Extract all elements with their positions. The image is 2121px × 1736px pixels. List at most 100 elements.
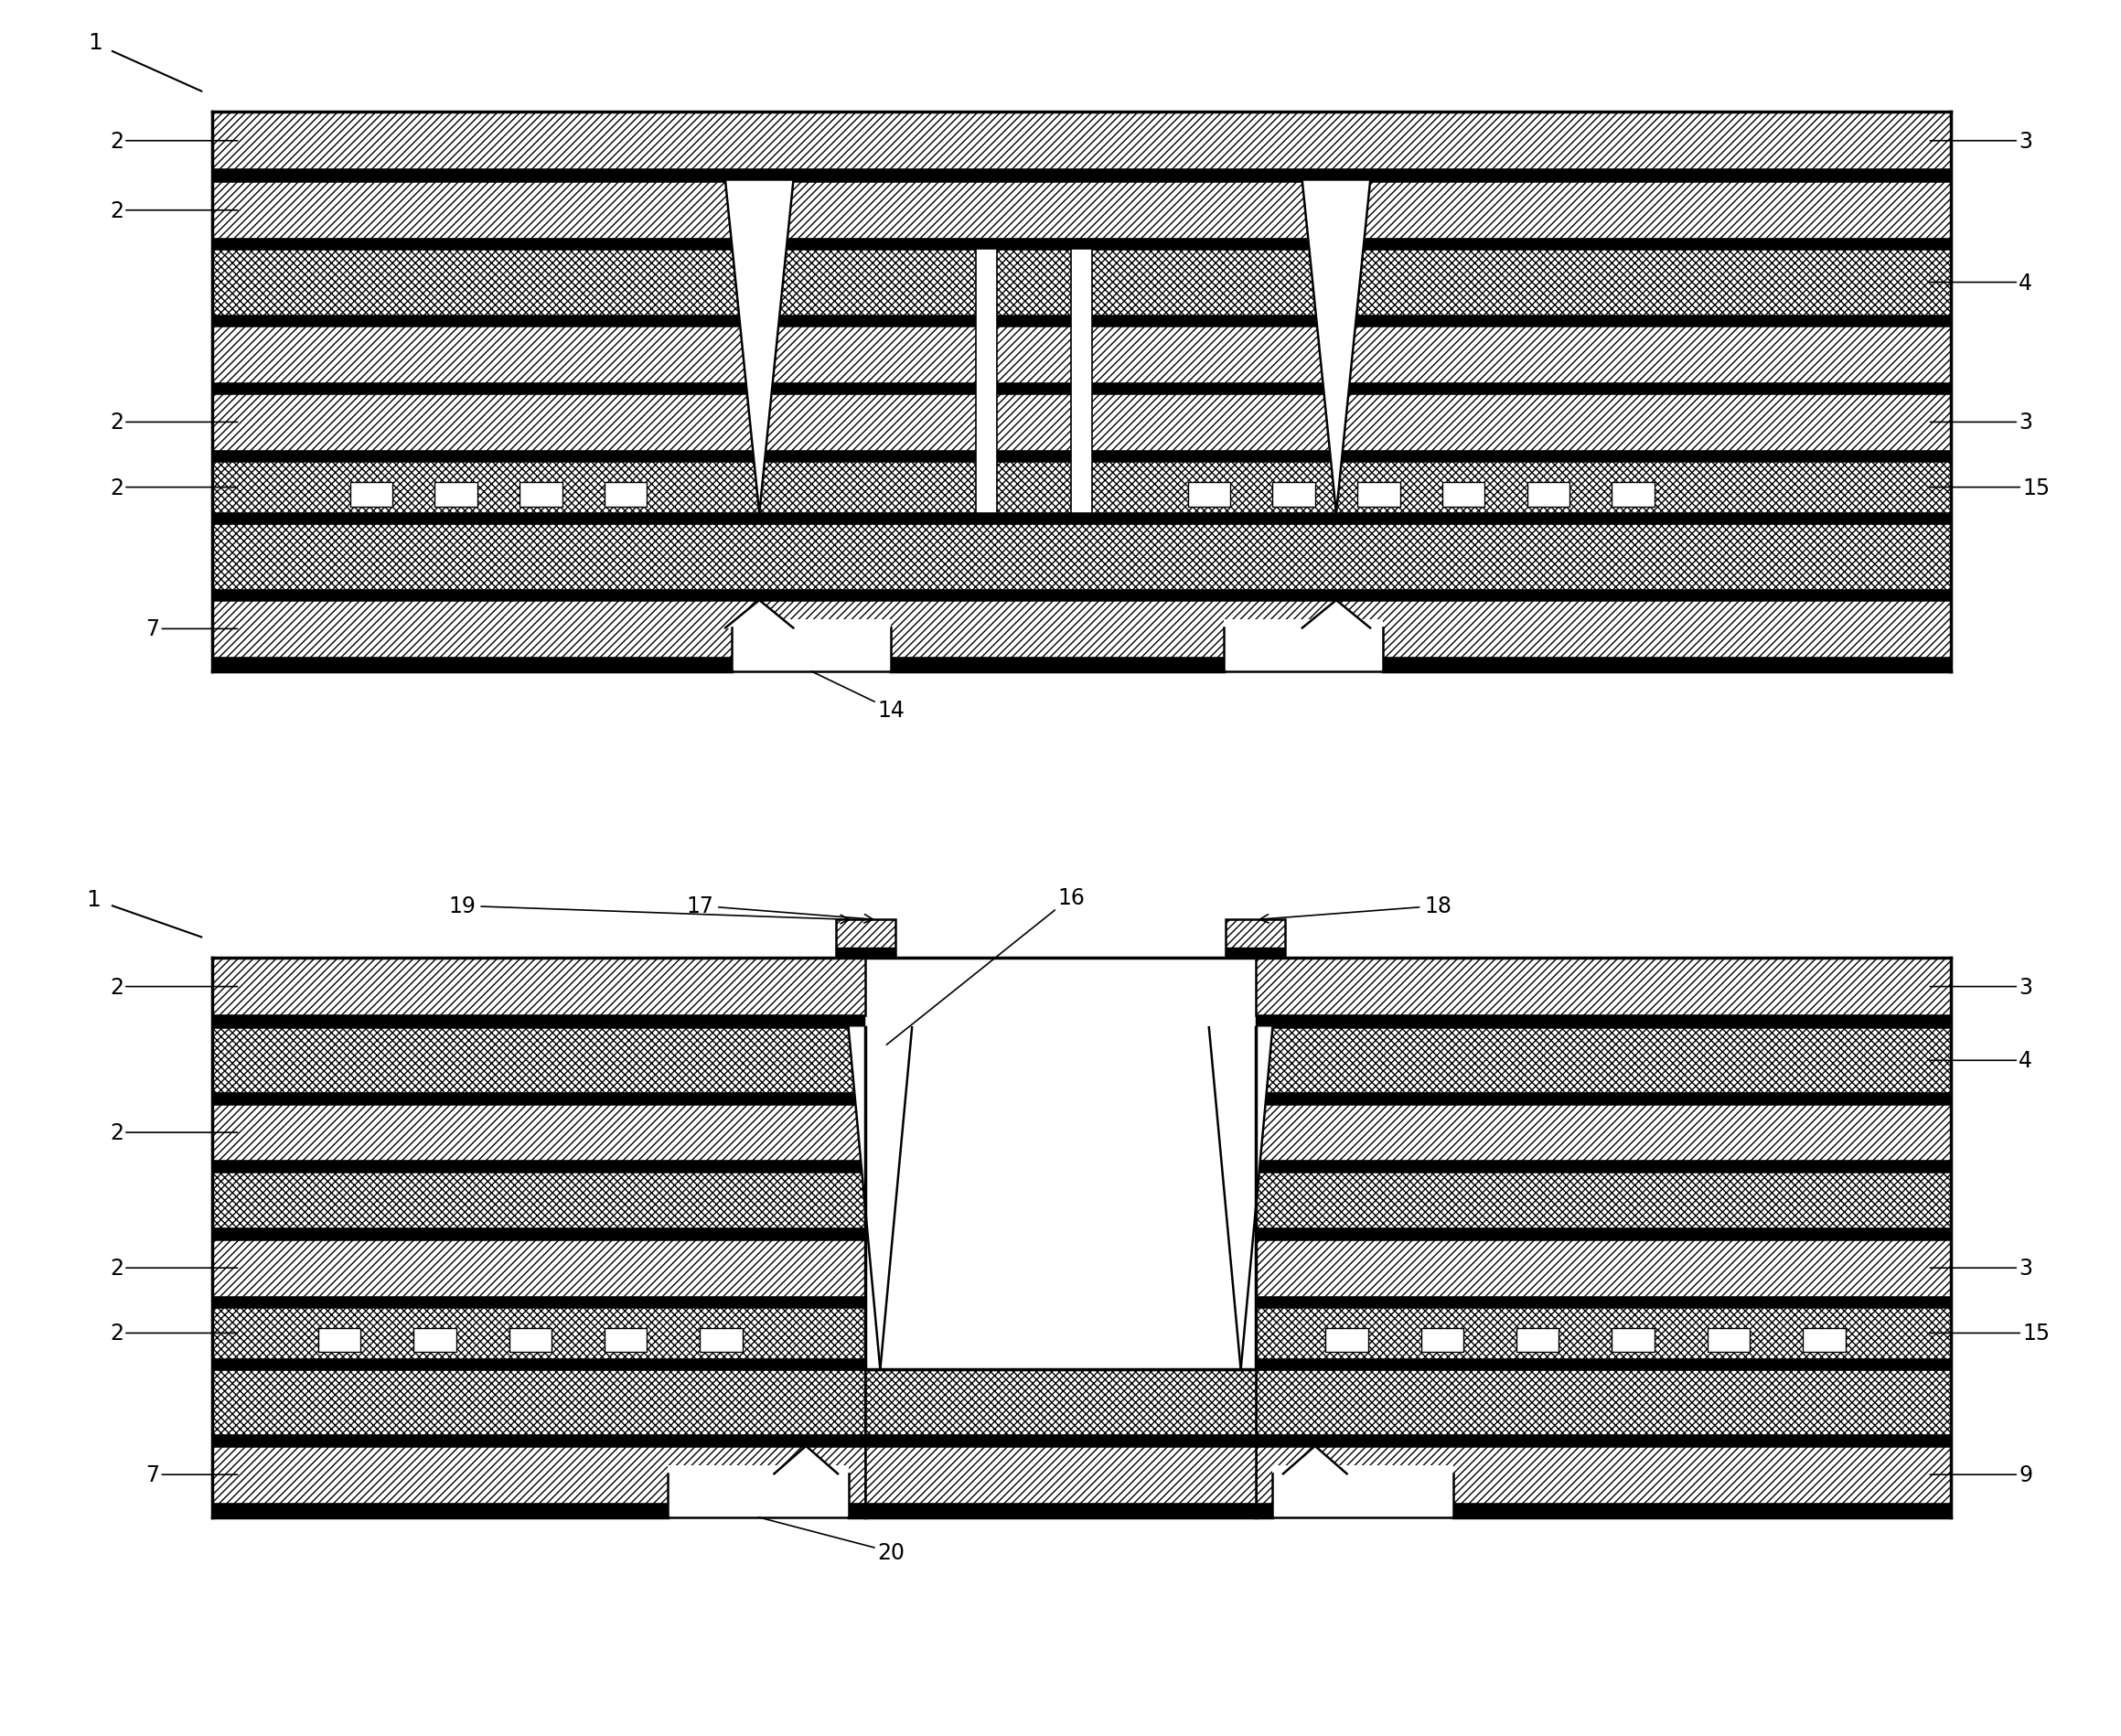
Bar: [212, 451, 1951, 462]
Bar: [1256, 1503, 1951, 1517]
Text: 1: 1: [89, 33, 102, 54]
Bar: [1256, 958, 1951, 1016]
Text: 4: 4: [1930, 273, 2032, 293]
Bar: [212, 958, 865, 1016]
Bar: [212, 316, 1951, 326]
Bar: [212, 240, 1951, 250]
Bar: [212, 1503, 865, 1517]
Text: 2: 2: [110, 130, 238, 153]
Bar: [1273, 1465, 1453, 1517]
Bar: [1612, 483, 1654, 507]
Bar: [1803, 1328, 1845, 1352]
Bar: [1357, 483, 1400, 507]
Bar: [1256, 1172, 1951, 1229]
Bar: [212, 394, 1951, 451]
Bar: [212, 326, 1951, 384]
Bar: [212, 1307, 865, 1359]
Bar: [212, 1172, 865, 1229]
Text: 7: 7: [146, 618, 238, 641]
Bar: [212, 1161, 865, 1172]
Text: 1: 1: [87, 889, 100, 910]
Bar: [212, 524, 1951, 590]
Bar: [318, 1328, 361, 1352]
Bar: [212, 384, 1951, 394]
Bar: [212, 182, 1951, 240]
Text: 17: 17: [687, 896, 874, 924]
Text: 3: 3: [1930, 130, 2032, 153]
Text: 2: 2: [110, 411, 238, 434]
Text: 7: 7: [146, 1463, 238, 1486]
Text: 2: 2: [110, 976, 238, 998]
Bar: [1071, 250, 1092, 514]
Bar: [1517, 1328, 1559, 1352]
Bar: [212, 250, 1951, 316]
Bar: [1226, 948, 1285, 958]
Bar: [1256, 1297, 1951, 1307]
Polygon shape: [1302, 601, 1370, 628]
Polygon shape: [848, 1028, 912, 1370]
Bar: [1256, 1161, 1951, 1172]
Polygon shape: [1283, 1446, 1347, 1474]
Bar: [1256, 1307, 1951, 1359]
Text: 20: 20: [759, 1517, 904, 1562]
Bar: [865, 1436, 1256, 1446]
Bar: [865, 1446, 1256, 1503]
Bar: [212, 1359, 865, 1370]
Bar: [212, 1446, 865, 1503]
Bar: [212, 1229, 865, 1240]
Text: 4: 4: [1930, 1050, 2032, 1071]
Bar: [1256, 1104, 1951, 1161]
Bar: [1188, 483, 1230, 507]
Bar: [1256, 1016, 1951, 1028]
Polygon shape: [774, 1446, 838, 1474]
Text: 2: 2: [110, 200, 238, 222]
Bar: [1273, 483, 1315, 507]
Bar: [520, 483, 562, 507]
Bar: [1527, 483, 1570, 507]
Bar: [1226, 920, 1285, 958]
Bar: [212, 113, 1951, 170]
Bar: [1256, 1370, 1951, 1436]
Bar: [212, 590, 1951, 601]
Bar: [732, 620, 891, 672]
Bar: [1256, 1028, 1951, 1094]
Text: 19: 19: [450, 896, 848, 924]
Bar: [668, 1465, 848, 1517]
Text: 15: 15: [1930, 477, 2049, 498]
Bar: [435, 483, 477, 507]
Bar: [1256, 1446, 1951, 1503]
Bar: [350, 483, 392, 507]
Bar: [212, 1297, 865, 1307]
Bar: [865, 1370, 1256, 1436]
Bar: [865, 1503, 1256, 1517]
Bar: [212, 658, 1951, 672]
Text: 9: 9: [1930, 1463, 2032, 1486]
Text: 2: 2: [110, 1323, 238, 1344]
Polygon shape: [1209, 1028, 1273, 1370]
Bar: [212, 1028, 865, 1094]
Bar: [604, 1328, 647, 1352]
Text: 2: 2: [110, 1121, 238, 1144]
Bar: [865, 1028, 1256, 1370]
Bar: [212, 1436, 865, 1446]
Text: 14: 14: [810, 672, 904, 720]
Bar: [700, 1328, 742, 1352]
Polygon shape: [1302, 182, 1370, 514]
Text: 2: 2: [110, 1257, 238, 1279]
Bar: [1256, 1240, 1951, 1297]
Bar: [1256, 1436, 1951, 1446]
Bar: [212, 1094, 865, 1104]
Bar: [836, 920, 895, 958]
Bar: [212, 1016, 865, 1028]
Bar: [212, 1370, 865, 1436]
Polygon shape: [725, 182, 793, 514]
Bar: [212, 1240, 865, 1297]
Bar: [212, 462, 1951, 514]
Bar: [414, 1328, 456, 1352]
Bar: [836, 948, 895, 958]
Bar: [212, 514, 1951, 524]
Bar: [212, 170, 1951, 182]
Bar: [212, 1104, 865, 1161]
Bar: [509, 1328, 551, 1352]
Text: 3: 3: [1930, 976, 2032, 998]
